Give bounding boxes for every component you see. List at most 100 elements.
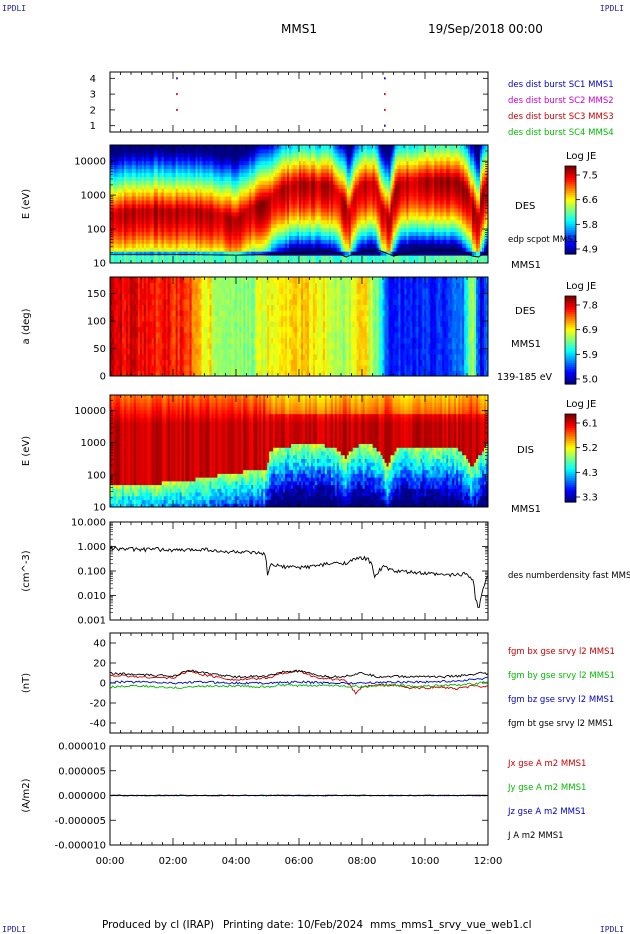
corner-label-bottom-left: IPDLI — [2, 925, 27, 934]
des-pitch-colorbar-cell — [565, 331, 576, 334]
x-tick-label: 10:00 — [411, 856, 440, 867]
des-pitch-colorbar-label: 5.9 — [582, 350, 598, 361]
des-pitch-colorbar-frame — [564, 295, 577, 385]
dis-energy-colorbar-cell — [565, 497, 576, 501]
x-tick-label: 00:00 — [96, 856, 125, 867]
des-energy-colorbar-cell — [565, 212, 576, 215]
des-pitch-colorbar-cell — [565, 362, 576, 365]
dis-energy-colorbar-cell — [565, 486, 576, 490]
corner-label-top-left: IPDLI — [2, 4, 27, 13]
dis-energy-colorbar-cell — [565, 447, 576, 450]
des-energy-colorbar-cell — [565, 245, 576, 248]
dis-energy-colorbar-cell — [565, 427, 576, 430]
des-energy-colorbar-cell — [565, 181, 576, 185]
bfield-series-2 — [109, 680, 489, 690]
x-tick-label: 08:00 — [348, 856, 377, 867]
footer-filename: mms_mms1_srvy_vue_web1.cl — [370, 919, 532, 931]
des-pitch-colorbar-cell — [565, 335, 576, 339]
corner-label-bottom-right: IPDLI — [599, 925, 624, 934]
des-pitch-colorbar-cell — [565, 375, 576, 378]
dis-energy-colorbar-cell — [565, 482, 576, 485]
dis-energy-colorbar-cell — [565, 438, 576, 441]
dis-energy-colorbar-frame — [564, 413, 577, 503]
des-energy-colorbar-cell — [565, 251, 576, 255]
dis-energy-colorbar-cell — [565, 484, 576, 488]
dis-energy-colorbar-label: 4.3 — [582, 468, 598, 479]
dis-energy-colorbar-cell — [565, 440, 576, 444]
des-energy-species-label: DES — [515, 201, 535, 212]
des-energy-colorbar-cell — [565, 185, 576, 189]
des-pitch-colorbar-cell — [565, 381, 576, 385]
dis-energy-colorbar-cell — [565, 464, 576, 468]
current-ytick-label: 0.000010 — [58, 742, 106, 753]
dis-energy-colorbar-label: 3.3 — [582, 493, 598, 504]
burst-marker — [176, 108, 178, 111]
dis-energy-colorbar-cell — [565, 455, 576, 459]
des-energy-colorbar-cell — [565, 216, 576, 220]
des-pitch-colorbar-cell — [565, 315, 576, 319]
burst-frame — [109, 71, 489, 133]
dis-energy-colorbar-label: 6.1 — [582, 419, 598, 430]
burst-marker — [384, 108, 386, 111]
des-pitch-colorbar-cell — [565, 364, 576, 367]
density-legend: des numberdensity fast MMS1 — [508, 571, 630, 581]
dis-energy-image — [110, 395, 489, 508]
dis-energy-colorbar-cell — [565, 442, 576, 446]
des-energy-colorbar-cell — [565, 207, 576, 211]
current-ytick-label: -0.000005 — [55, 816, 106, 827]
des-energy-colorbar-cell — [565, 223, 576, 226]
bfield-ytick-label: 20 — [93, 659, 106, 670]
dis-energy-colorbar-cell — [565, 420, 576, 424]
current-legend-4: J A m2 MMS1 — [507, 831, 564, 841]
des-energy-colorbar-cell — [565, 179, 576, 182]
bfield-legend-4: fgm bt gse srvy l2 MMS1 — [508, 719, 613, 729]
dis-energy-colorbar-cell — [565, 471, 576, 474]
des-pitch-colorbar-cell — [565, 333, 576, 337]
burst-legend-3: des dist burst SC3 MMS3 — [508, 112, 614, 122]
dis-energy-colorbar-cell — [565, 436, 576, 439]
des-pitch-colorbar-cell — [565, 324, 576, 328]
density-frame — [109, 521, 489, 621]
dis-energy-colorbar-cell — [565, 451, 576, 455]
dis-energy-colorbar-cell — [565, 495, 576, 499]
bfield-ytick-label: -20 — [90, 699, 106, 710]
des-energy-colorbar-cell — [565, 229, 576, 233]
dis-energy-colorbar-cell — [565, 425, 576, 428]
des-energy-colorbar-cell — [565, 214, 576, 218]
corner-label-top-right: IPDLI — [599, 4, 624, 13]
des-energy-colorbar-cell — [565, 166, 576, 169]
burst-ytick-label: 2 — [90, 105, 96, 116]
des-pitch-colorbar-title: Log JE — [566, 281, 596, 292]
des-energy-colorbar-label: 7.5 — [582, 171, 598, 182]
des-pitch-colorbar-label: 7.8 — [582, 301, 598, 312]
x-tick-label: 04:00 — [222, 856, 251, 867]
des-energy-image — [110, 145, 489, 264]
des-energy-colorbar-cell — [565, 201, 576, 204]
des-energy-ytick-label: 10 — [93, 259, 106, 270]
des-pitch-colorbar-cell — [565, 329, 576, 332]
current-ylabel: (A/m2) — [21, 778, 32, 812]
des-energy-colorbar-title: Log JE — [566, 151, 596, 162]
des-pitch-spacecraft-label: MMS1 — [511, 339, 541, 350]
des-pitch-species-label: DES — [515, 306, 535, 317]
des-energy-colorbar-cell — [565, 188, 576, 191]
des-pitch-colorbar-cell — [565, 313, 576, 317]
des-energy-colorbar-cell — [565, 227, 576, 231]
dis-energy-colorbar-cell — [565, 416, 576, 419]
bfield-legend-1: fgm bx gse srvy l2 MMS1 — [508, 647, 615, 657]
des-pitch-colorbar-cell — [565, 304, 576, 308]
dis-energy-colorbar-cell — [565, 453, 576, 457]
des-pitch-colorbar-cell — [565, 379, 576, 383]
dis-energy-colorbar-cell — [565, 429, 576, 433]
bfield-ytick-label: 40 — [93, 639, 106, 650]
des-pitch-colorbar-cell — [565, 357, 576, 361]
bfield-ylabel: (nT) — [21, 673, 32, 693]
burst-marker — [384, 77, 386, 80]
dis-energy-colorbar-cell — [565, 477, 576, 481]
dis-energy-species-label: DIS — [517, 445, 534, 456]
des-energy-colorbar-cell — [565, 240, 576, 244]
des-pitch-colorbar-cell — [565, 300, 576, 304]
footer-produced-by: Produced by cl (IRAP) — [102, 919, 215, 931]
dis-energy-ytick-label: 100 — [87, 470, 106, 481]
des-pitch-colorbar-cell — [565, 311, 576, 315]
